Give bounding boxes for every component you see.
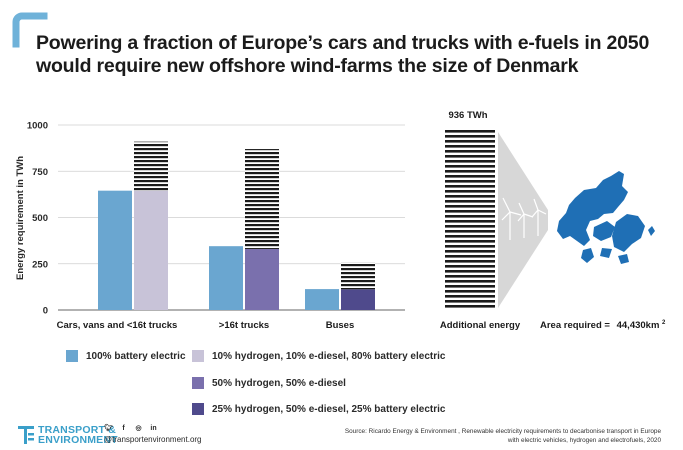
- legend-label: 50% hydrogen, 50% e-diesel: [212, 377, 346, 389]
- x-tick-label: >16t trucks: [219, 320, 269, 331]
- title-line-2: would require new offshore wind-farms th…: [36, 55, 579, 77]
- page-title: Powering a fraction of Europe’s cars and…: [36, 32, 656, 78]
- area-required-label: Area required = 44,430km 2: [540, 320, 666, 331]
- corner-accent-icon: [12, 12, 48, 48]
- bar-scenario-efuel: [134, 141, 168, 191]
- legend-item: 100% battery electric: [66, 350, 186, 362]
- legend-label: 10% hydrogen, 10% e-diesel, 80% battery …: [212, 350, 446, 362]
- area-required-text: Area required =: [540, 320, 610, 331]
- legend-item: 10% hydrogen, 10% e-diesel, 80% battery …: [192, 350, 445, 362]
- twitter-icon[interactable]: 🐦︎: [104, 425, 113, 432]
- y-tick-label: 0: [43, 306, 48, 317]
- y-tick-label: 500: [32, 213, 48, 224]
- legend-label: 25% hydrogen, 50% e-diesel, 25% battery …: [212, 403, 446, 415]
- legend-label: 100% battery electric: [86, 350, 186, 362]
- website-link[interactable]: @transportenvironment.org: [104, 435, 202, 444]
- instagram-icon[interactable]: ◎: [135, 425, 142, 432]
- title-line-1: Powering a fraction of Europe’s cars and…: [36, 32, 650, 54]
- additional-energy-value: 936 TWh: [448, 110, 487, 121]
- legend-swatch: [192, 403, 204, 415]
- y-tick-label: 250: [32, 259, 48, 270]
- te-logo-icon: [18, 426, 34, 444]
- denmark-map-icon: [557, 171, 655, 264]
- additional-energy-label: Additional energy: [440, 320, 521, 331]
- wind-turbine-icon: [517, 202, 534, 238]
- area-required-unit-sup: 2: [662, 320, 666, 326]
- funnel-shape: [498, 132, 548, 308]
- bar-scenario-efuel: [341, 262, 375, 290]
- legend-swatch: [66, 350, 78, 362]
- wind-turbine-icon: [501, 197, 522, 240]
- bar-scenario-base: [134, 190, 168, 310]
- linkedin-icon[interactable]: in: [150, 425, 157, 432]
- chart: 0 250 500 750 1000 Cars, vans and <16t trucks…: [15, 110, 666, 331]
- y-tick-label: 1000: [27, 121, 48, 132]
- bar-scenario-base: [245, 248, 279, 310]
- bar-battery-electric: [209, 246, 243, 310]
- bar-scenario-efuel: [245, 149, 279, 249]
- legend-swatch: [192, 377, 204, 389]
- social-links: 🐦︎ f ◎ in @transportenvironment.org: [104, 424, 202, 444]
- legend-item: 25% hydrogen, 50% e-diesel, 25% battery …: [192, 403, 445, 415]
- source-note: Source: Ricardo Energy & Environment , R…: [331, 427, 661, 445]
- source-line-1: Source: Ricardo Energy & Environment , R…: [344, 428, 661, 435]
- facebook-icon[interactable]: f: [122, 425, 125, 432]
- brand-line-1: TRANSPORT &: [38, 424, 117, 436]
- y-tick-label: 750: [32, 167, 48, 178]
- bar-battery-electric: [98, 190, 132, 310]
- y-axis-label: Energy requirement in TWh: [15, 156, 26, 280]
- legend-swatch: [192, 350, 204, 362]
- bar-scenario-base: [341, 289, 375, 310]
- x-tick-label: Buses: [326, 320, 355, 331]
- bar-battery-electric: [305, 289, 339, 310]
- additional-energy-bar: [445, 130, 495, 310]
- brand-logo: TRANSPORT & ENVIRONMENT: [18, 425, 118, 445]
- source-line-2: with electric vehicles, hydrogen and ele…: [507, 437, 661, 444]
- wind-turbine-icon: [531, 198, 547, 236]
- area-required-value: 44,430km: [617, 320, 660, 331]
- legend-item: 50% hydrogen, 50% e-diesel: [192, 377, 346, 389]
- x-tick-label: Cars, vans and <16t trucks: [57, 320, 178, 331]
- brand-line-2: ENVIRONMENT: [38, 434, 118, 446]
